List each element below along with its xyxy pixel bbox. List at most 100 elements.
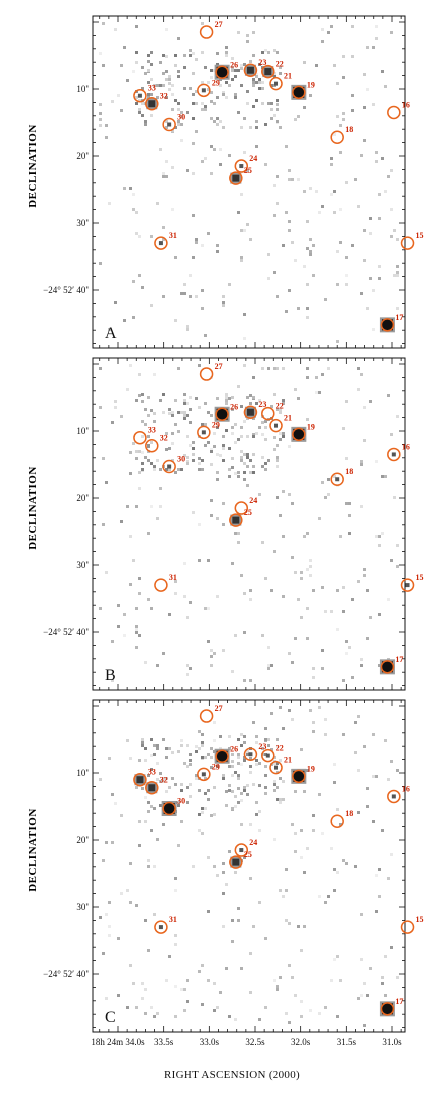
noise-pixel xyxy=(189,421,192,424)
noise-pixel xyxy=(168,82,171,85)
dec-tick-label: −24° 52′ 40" xyxy=(43,627,89,637)
noise-pixel xyxy=(192,172,195,175)
emission-pixel xyxy=(276,51,279,54)
noise-pixel xyxy=(300,829,303,832)
noise-pixel xyxy=(303,871,306,874)
emission-pixel xyxy=(162,780,165,783)
emission-pixel xyxy=(159,780,162,783)
noise-pixel xyxy=(231,790,234,793)
source-31: 31 xyxy=(154,573,177,592)
emission-pixel xyxy=(252,78,255,81)
noise-pixel xyxy=(300,1015,303,1018)
emission-pixel xyxy=(162,738,165,741)
source-29: 29 xyxy=(197,420,220,440)
noise-pixel xyxy=(249,757,252,760)
noise-pixel xyxy=(216,397,219,400)
noise-pixel xyxy=(381,70,384,73)
emission-pixel xyxy=(189,753,192,756)
noise-pixel xyxy=(279,706,282,709)
source-detection xyxy=(167,464,172,469)
emission-pixel xyxy=(201,423,204,426)
noise-pixel xyxy=(390,235,393,238)
emission-pixel xyxy=(255,432,258,435)
emission-pixel xyxy=(270,102,273,105)
noise-pixel xyxy=(396,271,399,274)
emission-pixel xyxy=(150,441,153,444)
source-circle xyxy=(234,501,249,515)
noise-pixel xyxy=(249,679,252,682)
emission-pixel xyxy=(144,120,147,123)
emission-pixel xyxy=(228,789,231,792)
source-label: 24 xyxy=(249,838,257,847)
noise-pixel xyxy=(129,364,132,367)
source-circle xyxy=(234,159,249,173)
noise-pixel xyxy=(219,991,222,994)
noise-pixel xyxy=(342,76,345,79)
noise-pixel xyxy=(363,229,366,232)
emission-pixel xyxy=(255,81,258,84)
noise-pixel xyxy=(165,790,168,793)
emission-pixel xyxy=(141,435,144,438)
emission-pixel xyxy=(207,81,210,84)
source-label: 32 xyxy=(160,434,168,443)
emission-pixel xyxy=(180,783,183,786)
noise-pixel xyxy=(378,265,381,268)
source-detection xyxy=(391,452,396,457)
noise-pixel xyxy=(282,535,285,538)
noise-pixel xyxy=(342,733,345,736)
noise-pixel xyxy=(252,433,255,436)
emission-pixel xyxy=(189,759,192,762)
noise-pixel xyxy=(273,271,276,274)
noise-pixel xyxy=(222,862,225,865)
noise-pixel xyxy=(240,229,243,232)
source-label: 29 xyxy=(212,762,220,771)
emission-pixel xyxy=(144,759,147,762)
emission-pixel xyxy=(186,456,189,459)
source-32: 32 xyxy=(145,776,168,795)
emission-pixel xyxy=(240,435,243,438)
noise-pixel xyxy=(276,745,279,748)
emission-pixel xyxy=(195,777,198,780)
panel-b: 10" 20" 30" −24° 52′ 40" DECLINATION 27 26 23 22… xyxy=(27,357,424,691)
emission-pixel xyxy=(165,777,168,780)
source-label: 23 xyxy=(258,400,266,409)
emission-pixel xyxy=(243,759,246,762)
emission-pixel xyxy=(165,126,168,129)
noise-pixel xyxy=(150,304,153,307)
noise-pixel xyxy=(186,460,189,463)
noise-pixel xyxy=(360,958,363,961)
noise-pixel xyxy=(132,442,135,445)
noise-pixel xyxy=(192,511,195,514)
noise-pixel xyxy=(222,649,225,652)
noise-pixel xyxy=(159,61,162,64)
emission-pixel xyxy=(135,399,138,402)
emission-pixel xyxy=(222,774,225,777)
noise-pixel xyxy=(210,91,213,94)
source-detection xyxy=(293,86,305,98)
noise-pixel xyxy=(171,208,174,211)
source-detection xyxy=(274,765,279,770)
noise-pixel xyxy=(105,913,108,916)
noise-pixel xyxy=(300,748,303,751)
noise-pixel xyxy=(396,544,399,547)
noise-pixel xyxy=(243,592,246,595)
emission-pixel xyxy=(153,807,156,810)
source-27: 27 xyxy=(199,704,223,723)
emission-pixel xyxy=(264,123,267,126)
noise-pixel xyxy=(99,103,102,106)
noise-pixel xyxy=(303,790,306,793)
emission-pixel xyxy=(243,735,246,738)
emission-pixel xyxy=(183,411,186,414)
emission-pixel xyxy=(282,435,285,438)
noise-pixel xyxy=(132,208,135,211)
noise-pixel xyxy=(342,118,345,121)
emission-pixel xyxy=(279,432,282,435)
noise-pixel xyxy=(141,400,144,403)
emission-pixel xyxy=(255,99,258,102)
emission-pixel xyxy=(225,81,228,84)
noise-pixel xyxy=(357,388,360,391)
noise-pixel xyxy=(396,415,399,418)
noise-pixel xyxy=(336,871,339,874)
emission-pixel xyxy=(258,78,261,81)
dec-tick-label: −24° 52′ 40" xyxy=(43,969,89,979)
